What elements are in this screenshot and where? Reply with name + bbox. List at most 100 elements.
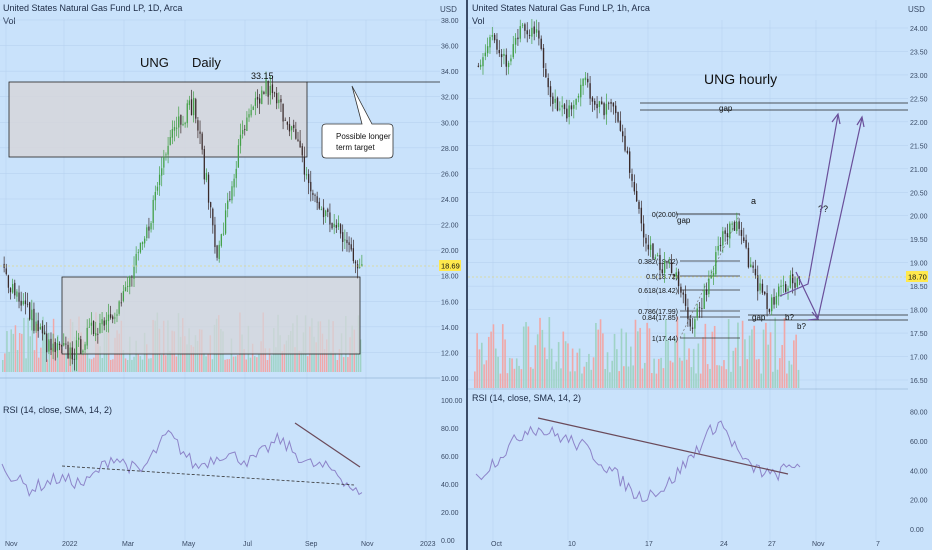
left-volume-bar: [268, 348, 271, 372]
left-xtick-5: Sep: [305, 541, 318, 548]
right-candle: [659, 254, 661, 271]
left-volume-bar: [355, 351, 358, 372]
left-candle: [299, 140, 301, 148]
right-candle: [573, 104, 575, 109]
left-candle: [284, 119, 286, 121]
left-volume-bar: [65, 351, 68, 372]
fib-label-3: 0.618(18.42): [638, 288, 678, 295]
left-candle: [329, 212, 331, 225]
left-candle: [107, 314, 110, 322]
left-volume-bar: [294, 347, 296, 372]
right-candle: [589, 83, 591, 99]
left-candle: [312, 192, 314, 196]
right-volume-bar: [581, 373, 583, 388]
right-rsi-tick-4: 0.00: [910, 527, 924, 534]
fib-label-6: 1(17.44): [652, 336, 678, 343]
left-volume-bar: [84, 351, 87, 372]
right-candle: [654, 257, 656, 260]
right-volume-bar: [574, 371, 576, 388]
pane-divider[interactable]: [466, 0, 468, 550]
right-xtick-4: 27: [768, 541, 776, 548]
left-volume-bar: [63, 350, 65, 372]
right-candle: [540, 38, 542, 49]
left-price-tick-9: 20.00: [441, 248, 459, 255]
fib-label-1: 0.382(19.02): [638, 259, 678, 266]
right-candle: [736, 222, 738, 232]
right-candle: [489, 37, 491, 48]
right-candle: [775, 295, 778, 305]
left-volume-bar: [245, 359, 248, 372]
right-volume-bar: [674, 338, 676, 388]
right-volume-bar: [639, 327, 641, 388]
right-volume-bar: [527, 326, 530, 388]
projection-arrow-2: [795, 117, 863, 320]
left-candle: [29, 302, 31, 320]
rsi-resistance-trendline: [294, 422, 361, 468]
right-volume-bar: [620, 328, 623, 388]
right-volume-bar: [678, 357, 681, 388]
right-price-axis: 24.00 23.50 23.00 22.50 22.00 21.50 21.00 20.50…: [910, 26, 928, 385]
left-candle: [105, 319, 107, 325]
right-candle: [619, 120, 622, 131]
right-volume-bar: [588, 353, 590, 388]
left-volume-label: Vol: [3, 16, 16, 26]
left-candle: [286, 121, 288, 125]
right-candle: [689, 319, 691, 327]
right-candle: [556, 97, 559, 111]
left-candle: [316, 196, 318, 203]
right-candle: [722, 231, 724, 246]
callout-bubble: [321, 85, 394, 159]
left-candle: [361, 264, 363, 267]
left-volume-bar: [258, 353, 260, 372]
right-volume-bar: [653, 358, 655, 388]
left-daily-chart[interactable]: UNG Daily 33.15 Possible longer term tar…: [0, 0, 466, 550]
left-candle: [318, 201, 320, 209]
right-volume-bar: [660, 357, 662, 388]
left-candle: [173, 127, 176, 131]
left-candle: [24, 300, 27, 305]
left-volume-bar: [165, 355, 167, 372]
left-candle: [99, 323, 101, 334]
right-volume-bar: [478, 349, 481, 388]
left-volume-bar: [27, 317, 29, 372]
fib-label-2: 0.5(18.72): [646, 274, 678, 281]
left-candle: [229, 199, 231, 200]
right-volume-bar: [648, 328, 651, 388]
left-volume-bar: [131, 359, 133, 372]
right-price-tick-4: 22.00: [910, 120, 928, 127]
left-rsi-tick-5: 0.00: [441, 538, 455, 545]
left-candle: [37, 320, 39, 332]
left-candle: [52, 343, 54, 352]
left-candle: [154, 191, 156, 201]
left-candle: [18, 292, 20, 302]
right-volume-bar: [774, 317, 777, 388]
left-candle: [305, 174, 308, 176]
left-candle: [7, 275, 10, 288]
left-candle: [327, 209, 329, 212]
right-candle: [682, 292, 684, 295]
left-candle: [161, 168, 163, 176]
right-rsi-title: RSI (14, close, SMA, 14, 2): [472, 393, 582, 403]
right-volume-bar: [602, 333, 604, 388]
right-price-badge: [906, 271, 928, 282]
right-volume-bar: [611, 360, 614, 388]
left-volume-bar: [264, 348, 267, 372]
right-candle: [703, 289, 705, 309]
right-candle: [507, 62, 510, 68]
left-candle: [252, 106, 254, 110]
left-volume-bar: [139, 356, 142, 372]
left-candle: [322, 207, 325, 218]
left-candle: [250, 109, 252, 116]
left-rsi-line: [1, 429, 363, 498]
left-candle: [41, 326, 44, 334]
right-volume-bar: [776, 369, 779, 388]
right-volume-bar: [543, 347, 546, 388]
left-volume-bar: [4, 353, 6, 372]
left-volume-bar: [342, 357, 345, 372]
right-hourly-chart[interactable]: 0(20.00) 0.382(19.02) 0.5(18.72) 0.618(18.4…: [468, 0, 932, 550]
left-volume-bar: [298, 350, 300, 372]
right-volume-bar: [751, 329, 753, 388]
right-price-tick-12: 18.00: [910, 308, 928, 315]
right-volume-bar: [723, 360, 725, 388]
left-volume-bar: [35, 323, 38, 372]
